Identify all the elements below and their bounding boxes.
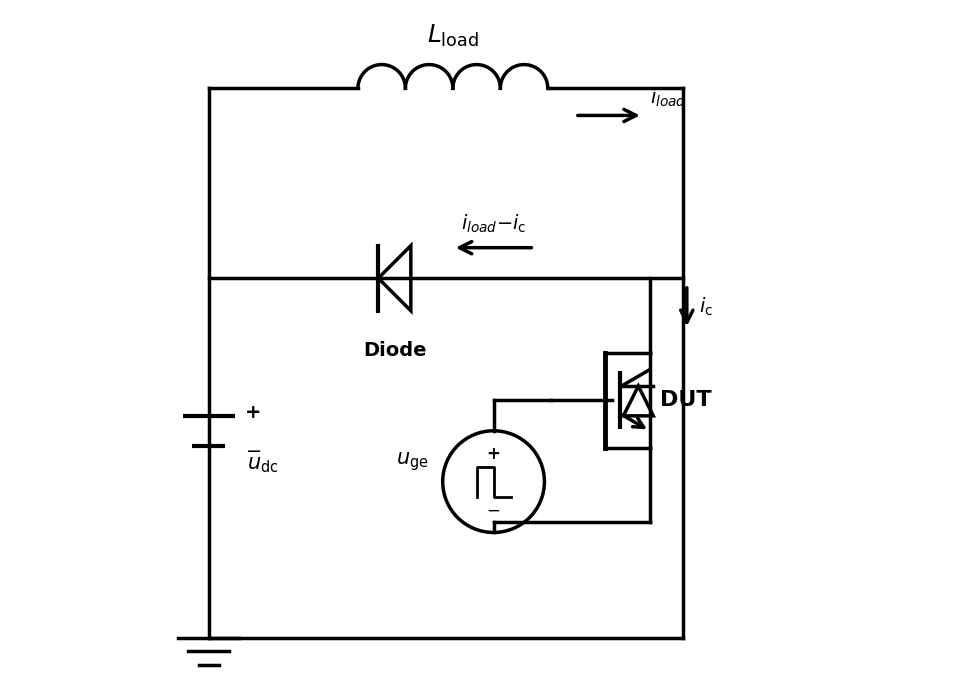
Text: $i_{\rm c}$: $i_{\rm c}$ (699, 296, 713, 318)
Text: Diode: Diode (363, 341, 426, 361)
Text: $u_{\rm ge}$: $u_{\rm ge}$ (396, 450, 429, 473)
Text: $i_{load}$$-i_{\rm c}$: $i_{load}$$-i_{\rm c}$ (461, 213, 526, 235)
Text: $-$: $-$ (487, 500, 501, 518)
Text: +: + (487, 445, 500, 463)
Text: +: + (245, 403, 261, 422)
Text: DUT: DUT (660, 390, 711, 410)
Text: $i_{load}$: $i_{load}$ (650, 86, 686, 109)
Text: $u_{\rm dc}$: $u_{\rm dc}$ (247, 455, 278, 475)
Text: $L_{\rm load}$: $L_{\rm load}$ (427, 22, 479, 48)
Text: $-$: $-$ (245, 439, 261, 459)
